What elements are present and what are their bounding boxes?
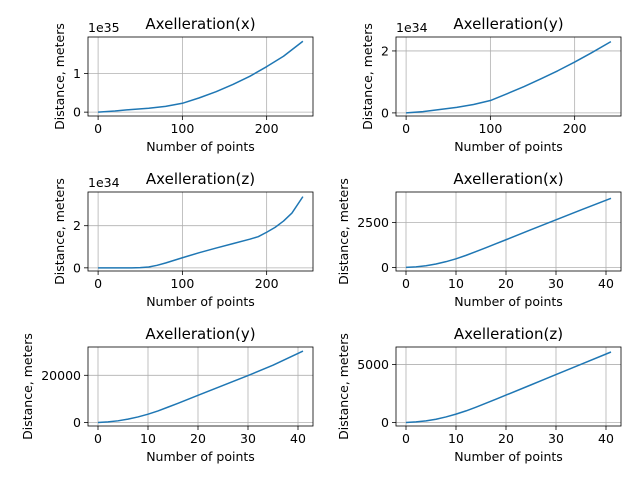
y-tick-label: 0 [73,105,81,120]
x-tick-label: 30 [240,431,256,446]
y-tick-label: 0 [73,415,81,430]
x-tick-label: 0 [94,431,102,446]
y-tick-label: 2 [381,43,389,58]
x-tick-label: 0 [94,121,102,136]
x-tick-label: 200 [255,121,279,136]
subplot-title: Axelleration(x) [145,15,255,33]
x-tick-label: 100 [170,276,194,291]
x-axis-label: Number of points [146,449,255,464]
x-tick-label: 0 [402,276,410,291]
subplot-title: Axelleration(z) [454,325,563,343]
y-tick-label: 1 [73,66,81,81]
x-tick-label: 40 [598,431,614,446]
subplot-2: 0 100 200 0 2 1e34 Axelleration(y) Number of po… [360,15,622,154]
axes-frame [395,36,622,117]
x-tick-label: 0 [94,276,102,291]
axes-frame [87,346,314,427]
axes-frame [395,346,622,427]
y-tick-label: 0 [381,105,389,120]
y-tick-label: 20000 [41,368,81,383]
x-tick-label: 200 [255,276,279,291]
x-tick-label: 100 [170,121,194,136]
y-tick-label: 5000 [357,357,389,372]
axes-frame [87,36,314,117]
axis-offset-label: 1e35 [88,20,120,35]
axes-frame [87,191,314,272]
x-tick-label: 30 [548,276,564,291]
x-tick-label: 100 [478,121,502,136]
y-axis-label: Distance, meters [336,333,351,440]
x-axis-label: Number of points [146,294,255,309]
series-line [97,350,304,424]
x-tick-label: 0 [402,431,410,446]
series-line [98,196,304,269]
subplot-title: Axelleration(y) [453,15,563,33]
y-axis-label: Distance, meters [52,178,67,285]
y-axis-label: Distance, meters [360,23,375,130]
y-axis-label: Distance, meters [336,178,351,285]
x-tick-label: 0 [402,121,410,136]
y-tick-label: 2 [73,218,81,233]
x-axis-label: Number of points [454,294,563,309]
subplot-1: 0 100 200 0 1 1e35 Axelleration(x) Number of po… [52,15,314,154]
x-tick-label: 10 [448,276,464,291]
series-line [98,40,304,113]
y-axis-label: Distance, meters [52,23,67,130]
x-tick-label: 30 [548,431,564,446]
x-tick-label: 10 [448,431,464,446]
y-tick-label: 2500 [357,215,389,230]
series-line [406,40,612,114]
axis-offset-label: 1e34 [88,175,120,190]
x-axis-label: Number of points [454,449,563,464]
x-tick-label: 20 [498,276,514,291]
subplot-6: 0 10 20 30 40 0 5000 Axelleration(z) Number of p… [336,325,622,464]
subplot-3: 0 100 200 0 2 1e34 Axelleration(z) Number of po… [52,170,314,309]
subplot-title: Axelleration(z) [146,170,255,188]
subplot-5: 0 10 20 30 40 0 20000 Axelleration(y) Number of … [20,325,314,464]
axes-frame [395,191,622,272]
x-axis-label: Number of points [146,139,255,154]
y-tick-label: 0 [381,260,389,275]
x-tick-label: 10 [140,431,156,446]
x-tick-label: 40 [598,276,614,291]
x-tick-label: 20 [190,431,206,446]
series-line [405,351,612,424]
subplot-4: 0 10 20 30 40 0 2500 Axelleration(x) Number of p… [336,170,622,309]
series-line [405,197,612,269]
x-tick-label: 200 [563,121,587,136]
axis-offset-label: 1e34 [396,20,428,35]
y-axis-label: Distance, meters [20,333,35,440]
x-axis-label: Number of points [454,139,563,154]
y-tick-label: 0 [381,415,389,430]
subplot-title: Axelleration(y) [145,325,255,343]
subplot-title: Axelleration(x) [453,170,563,188]
x-tick-label: 40 [290,431,306,446]
x-tick-label: 20 [498,431,514,446]
y-tick-label: 0 [73,260,81,275]
